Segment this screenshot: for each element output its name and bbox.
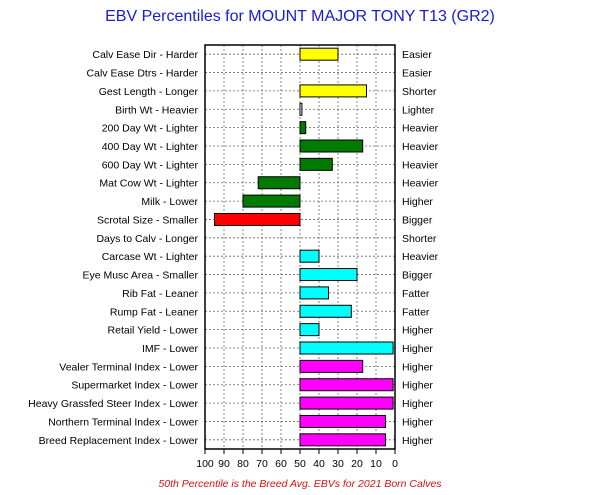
direction-label: Bigger [402,214,433,226]
x-tick-label: 10 [370,458,382,470]
trait-label: Carcase Wt - Lighter [102,251,199,263]
x-tick-label: 30 [332,458,344,470]
trait-label: Birth Wt - Heavier [115,104,198,116]
direction-label: Lighter [402,104,435,116]
trait-label: Vealer Terminal Index - Lower [59,361,198,373]
bars [214,47,394,447]
direction-label: Heavier [402,178,439,190]
direction-label: Higher [402,361,433,373]
direction-labels: Easier Easier Shorter Lighter Heavier Heavier… [402,49,439,447]
bar [299,359,364,373]
trait-label: Days to Calv - Longer [96,233,198,245]
bar [299,341,394,355]
x-tick-label: 100 [196,458,214,470]
direction-label: Heavier [402,159,439,171]
direction-label: Higher [402,325,433,337]
direction-label: Easier [402,68,432,80]
bar [299,157,333,171]
x-tick-label: 70 [256,458,268,470]
x-tick-label: 0 [392,458,398,470]
bar [299,84,367,98]
bar [299,396,394,410]
trait-label: 200 Day Wt - Lighter [102,123,199,135]
bar [299,249,320,263]
trait-label: Supermarket Index - Lower [71,380,198,392]
trait-label: Gest Length - Longer [99,86,199,98]
bar [242,194,301,208]
trait-label: Calv Ease Dir - Harder [92,49,198,61]
trait-label: Mat Cow Wt - Lighter [99,178,198,190]
x-axis-ticks: 100 90 80 70 60 50 40 30 20 10 0 [196,449,398,470]
trait-label: Eye Musc Area - Smaller [82,270,198,282]
direction-label: Easier [402,49,432,61]
bar [299,268,358,282]
trait-label: Breed Replacement Index - Lower [39,435,199,447]
direction-label: Higher [402,380,433,392]
direction-label: Heavier [402,141,439,153]
bar [299,414,386,428]
trait-label: Milk - Lower [141,196,198,208]
bar [299,378,394,392]
trait-label: Rib Fat - Leaner [122,288,198,300]
trait-labels: Calv Ease Dir - Harder Calv Ease Dtrs - H… [28,49,198,447]
direction-label: Shorter [402,86,437,98]
bar [257,176,301,190]
direction-label: Heavier [402,123,439,135]
x-tick-label: 40 [313,458,325,470]
direction-label: Higher [402,343,433,355]
trait-label: 600 Day Wt - Lighter [102,159,199,171]
direction-label: Higher [402,435,433,447]
direction-label: Fatter [402,306,430,318]
bar [299,323,320,337]
trait-label: IMF - Lower [142,343,199,355]
x-tick-label: 20 [351,458,363,470]
bar [214,212,301,226]
direction-label: Bigger [402,270,433,282]
trait-label: Rump Fat - Leaner [110,306,199,318]
chart-title: EBV Percentiles for MOUNT MAJOR TONY T13… [105,8,495,25]
trait-label: 400 Day Wt - Lighter [102,141,199,153]
x-tick-label: 60 [275,458,287,470]
direction-label: Higher [402,196,433,208]
direction-label: Heavier [402,251,439,263]
direction-label: Shorter [402,233,437,245]
bar [299,47,339,61]
bar [299,102,303,116]
x-tick-label: 90 [218,458,230,470]
bar [299,433,386,447]
bar [299,286,329,300]
chart-footnote: 50th Percentile is the Breed Avg. EBVs f… [158,478,442,490]
trait-label: Scrotal Size - Smaller [97,214,198,226]
trait-label: Northern Terminal Index - Lower [48,416,198,428]
trait-label: Retail Yield - Lower [108,325,199,337]
direction-label: Higher [402,416,433,428]
bar [299,304,352,318]
trait-label: Heavy Grassfed Steer Index - Lower [28,398,198,410]
bar [299,121,307,135]
x-tick-label: 50 [294,458,306,470]
direction-label: Higher [402,398,433,410]
direction-label: Fatter [402,288,430,300]
bar [299,139,364,153]
trait-label: Calv Ease Dtrs - Harder [87,68,199,80]
x-tick-label: 80 [237,458,249,470]
